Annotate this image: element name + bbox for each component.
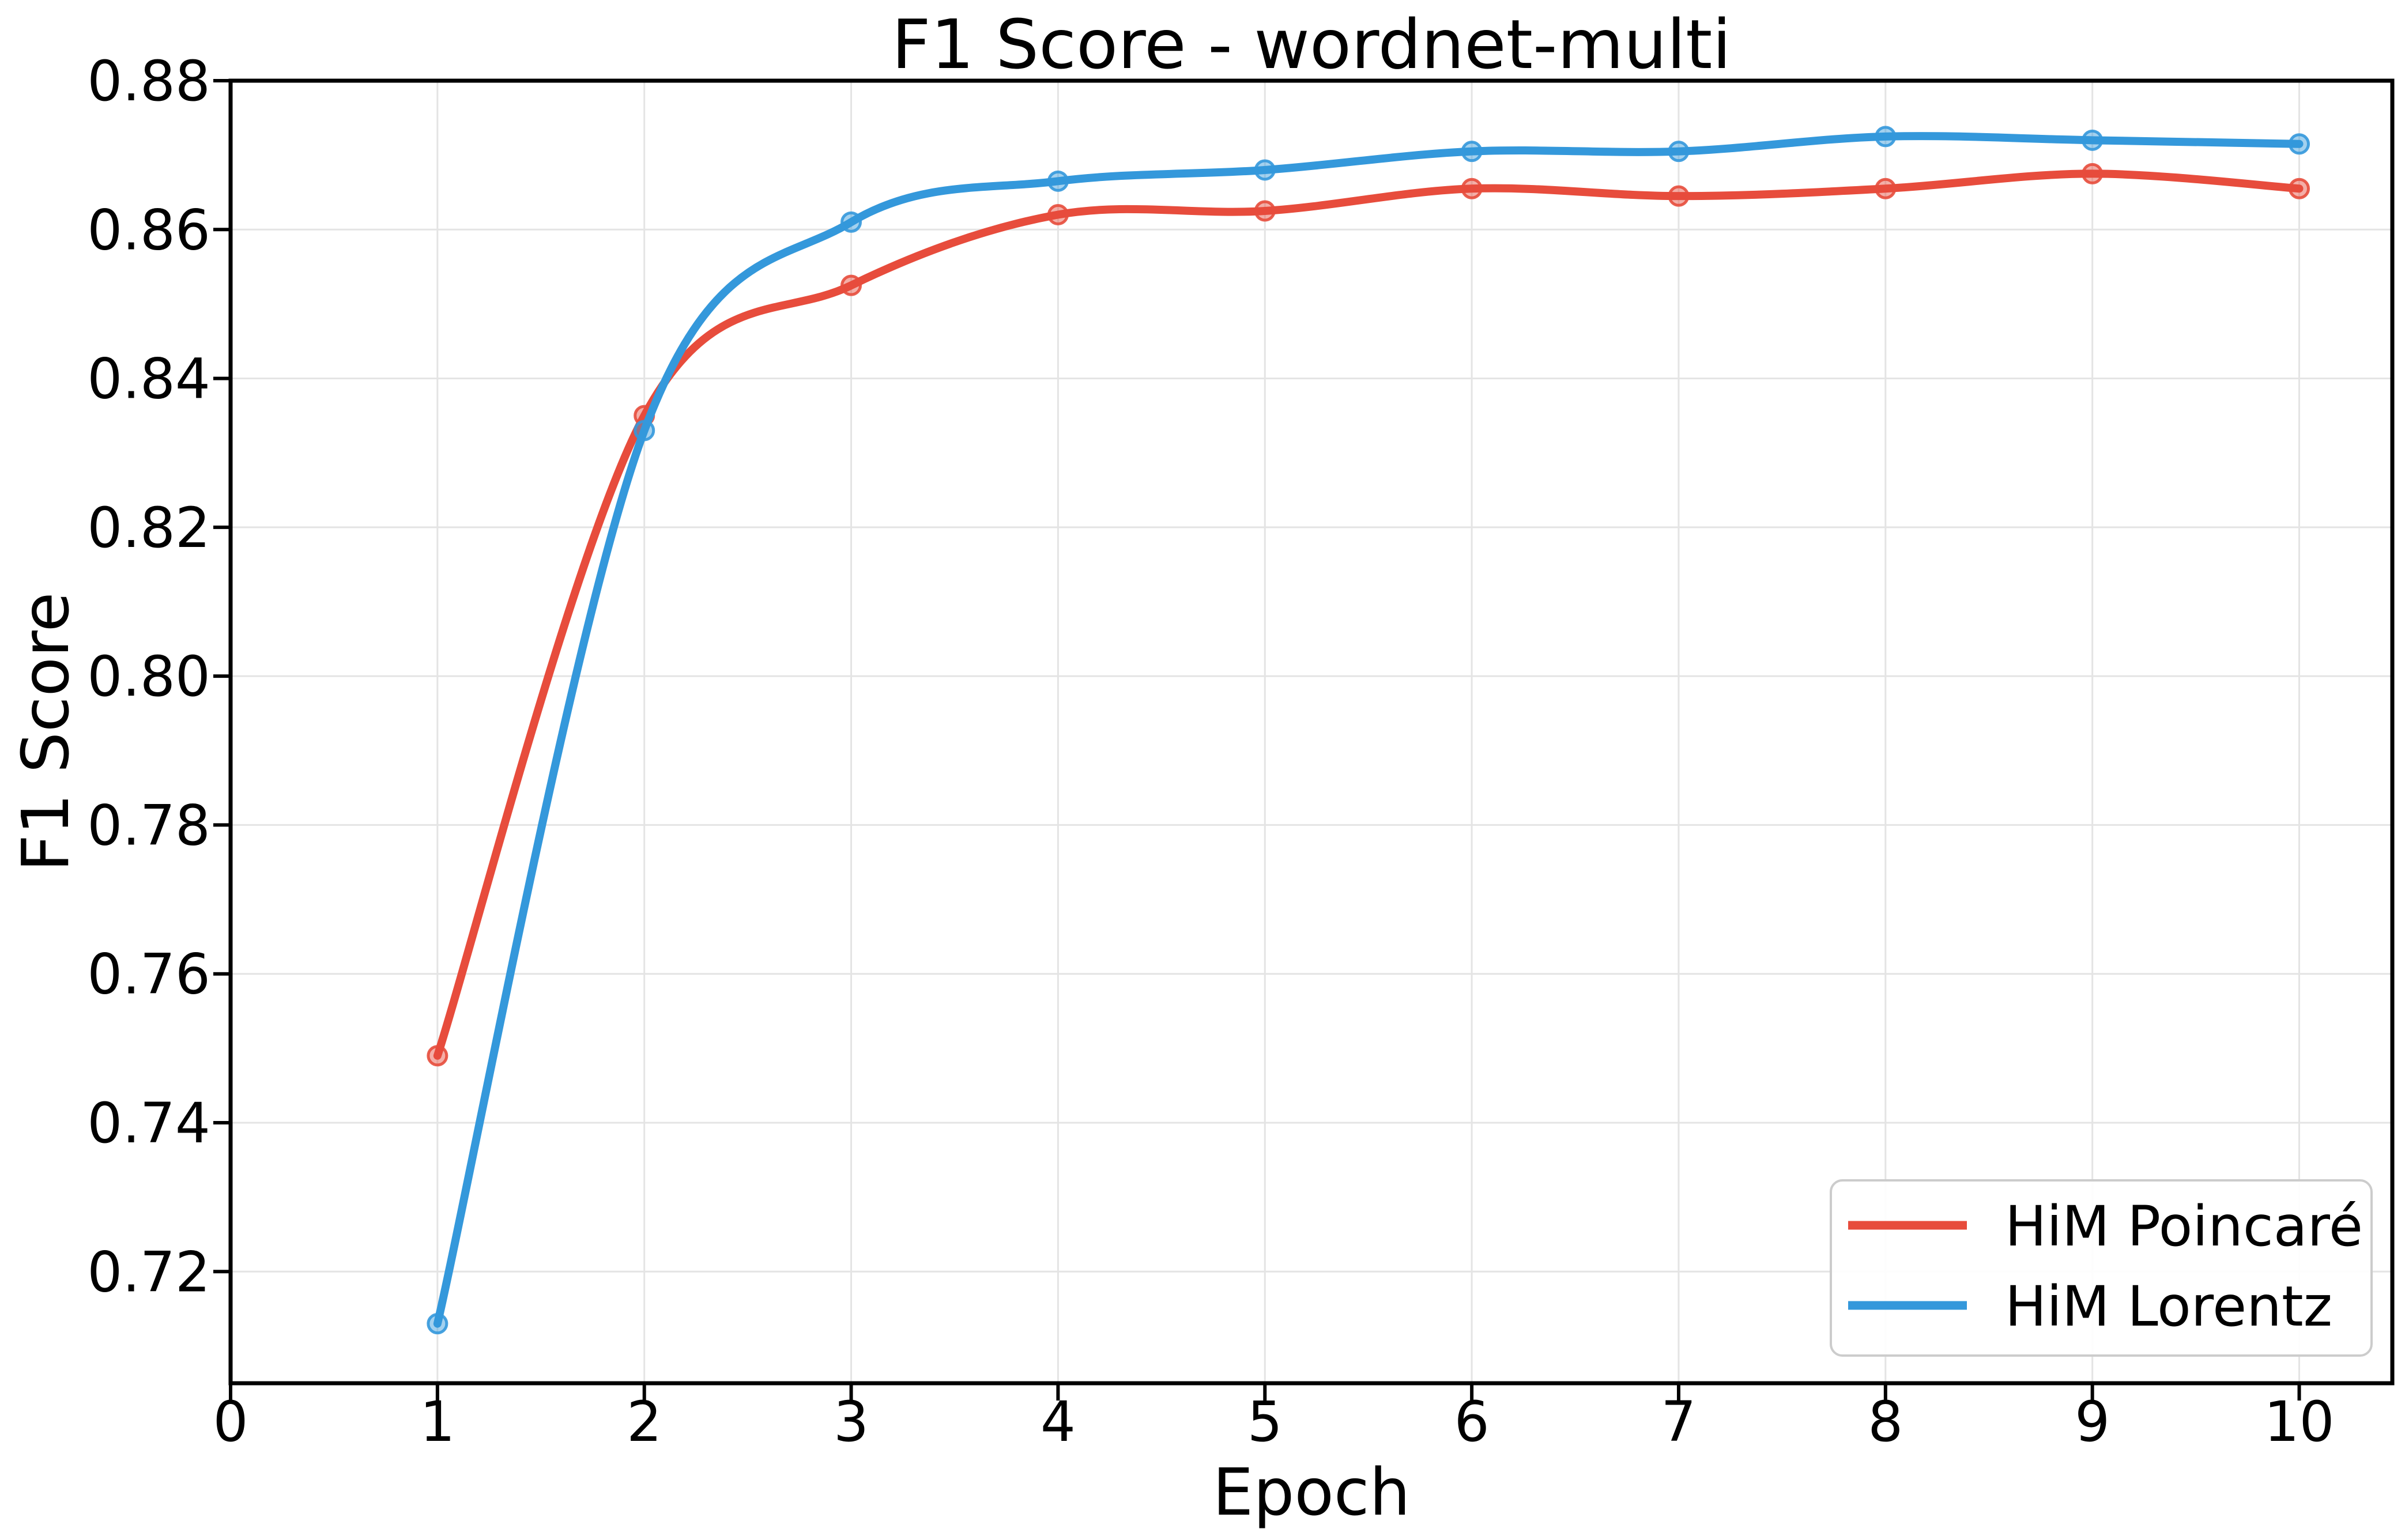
poincare-marker (840, 274, 862, 296)
legend: HiM Poincaré HiM Lorentz (1830, 1179, 2373, 1357)
y-tick-label: 0.72 (87, 1240, 210, 1304)
x-tick-label: 8 (1868, 1390, 1903, 1454)
lorentz-marker (427, 1313, 448, 1335)
y-tick-label: 0.80 (87, 644, 210, 709)
y-tick-label: 0.76 (87, 942, 210, 1007)
data-series (427, 126, 2310, 1335)
x-tick-label: 0 (213, 1390, 248, 1454)
y-tick-label: 0.78 (87, 793, 210, 858)
lorentz-marker (634, 420, 655, 441)
series-lorentz (427, 126, 2310, 1335)
lorentz-marker (2082, 129, 2104, 151)
lorentz-marker (1461, 141, 1483, 163)
chart-title: F1 Score - wordnet-multi (892, 5, 1731, 84)
plot-border (228, 78, 2395, 1386)
tick-marks (213, 79, 2301, 1401)
lorentz-marker (2289, 133, 2310, 155)
lorentz-marker (1668, 141, 1690, 163)
poincare-marker (1254, 200, 1276, 222)
lorentz-marker (1875, 126, 1897, 148)
poincare-marker (1461, 178, 1483, 199)
lorentz-marker (1047, 170, 1069, 192)
y-tick-label: 0.74 (87, 1091, 210, 1156)
legend-label-poincare: HiM Poincaré (2005, 1194, 2363, 1259)
x-tick-label: 4 (1041, 1390, 1076, 1454)
poincare-marker (2082, 163, 2104, 184)
x-tick-label: 6 (1454, 1390, 1490, 1454)
y-axis-label: F1 Score (9, 592, 84, 872)
x-tick-label: 5 (1247, 1390, 1283, 1454)
tick-labels: 0 1 2 3 4 5 6 7 8 9 10 0.72 0.74 0.76 0.78 0.80 0.82 0.84… (87, 49, 2334, 1454)
x-tick-label: 2 (627, 1390, 662, 1454)
x-tick-label: 1 (420, 1390, 455, 1454)
poincare-marker (1047, 203, 1069, 225)
legend-label-lorentz: HiM Lorentz (2005, 1274, 2332, 1339)
y-tick-label: 0.84 (87, 347, 210, 412)
poincare-marker (1668, 185, 1690, 207)
x-tick-label: 3 (834, 1390, 869, 1454)
poincare-marker (427, 1045, 448, 1067)
lorentz-marker (840, 211, 862, 233)
y-tick-label: 0.82 (87, 496, 210, 560)
lorentz-marker (1254, 159, 1276, 181)
poincare-marker (2289, 178, 2310, 199)
series-poincare (427, 163, 2310, 1067)
poincare-marker (1875, 178, 1897, 199)
y-tick-label: 0.88 (87, 49, 210, 114)
grid-lines (231, 80, 2392, 1383)
x-tick-label: 9 (2075, 1390, 2110, 1454)
x-tick-label: 10 (2264, 1390, 2334, 1454)
lorentz-line (433, 132, 2304, 1328)
y-tick-label: 0.86 (87, 198, 210, 262)
x-axis-label: Epoch (1213, 1455, 1411, 1530)
x-tick-label: 7 (1661, 1390, 1696, 1454)
